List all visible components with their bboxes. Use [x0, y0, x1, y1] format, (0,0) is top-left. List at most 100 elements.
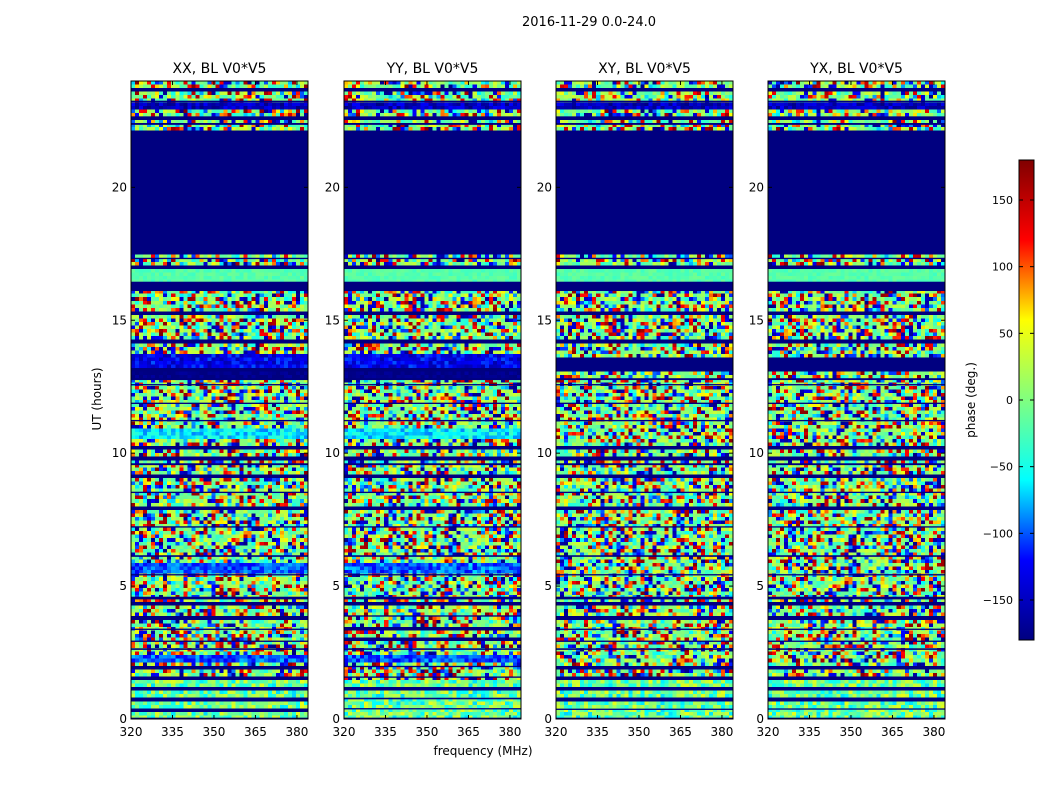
- flagged-segment: [131, 265, 308, 269]
- flagged-segment: [344, 457, 521, 459]
- flagged-segment: [556, 491, 733, 494]
- flagged-segment: [768, 491, 945, 494]
- x-tick-label: 365: [244, 725, 267, 739]
- flagged-segment: [556, 265, 733, 269]
- x-tick-label: 350: [416, 725, 439, 739]
- y-tick-label: 20: [325, 180, 340, 194]
- flagged-segment: [556, 463, 733, 466]
- flagged-segment: [131, 288, 308, 292]
- colorbar-tick-label: 150: [992, 194, 1013, 207]
- flagged-segment: [768, 640, 945, 642]
- flagged-segment: [768, 265, 945, 269]
- flagged-segment: [131, 457, 308, 459]
- x-tick-label: 320: [545, 725, 568, 739]
- flagged-segment: [344, 123, 521, 125]
- flagged-segment: [768, 667, 945, 669]
- colorbar-tick-label: −150: [983, 594, 1013, 607]
- flagged-segment: [131, 446, 308, 448]
- panel: XY, BL V0*V5 320 335 350 365 380 0 5 10 15 20: [537, 61, 734, 739]
- flagged-segment: [556, 281, 733, 286]
- flagged-segment: [556, 384, 733, 386]
- flagged-segment: [556, 475, 733, 478]
- flagged-segment: [768, 697, 945, 700]
- flagged-segment: [768, 340, 945, 342]
- flagged-segment: [556, 648, 733, 650]
- flagged-segment: [768, 717, 945, 719]
- flagged-segment: [344, 378, 521, 381]
- flagged-segment: [131, 475, 308, 478]
- flagged-segment: [344, 100, 521, 103]
- flagged-segment: [556, 677, 733, 680]
- y-tick-label: 5: [119, 579, 127, 593]
- flagged-segment: [131, 123, 308, 125]
- colorbar-tick-label: 0: [1006, 394, 1013, 407]
- flagged-segment: [344, 312, 521, 314]
- panel: XX, BL V0*V5 320 335 350 365 380 0 5 10 15 20: [112, 61, 309, 739]
- flagged-segment: [768, 288, 945, 292]
- flagged-segment: [768, 384, 945, 386]
- flagged-segment: [131, 100, 308, 103]
- flagged-segment: [344, 419, 521, 422]
- flagged-segment: [556, 628, 733, 630]
- flagged-segment: [768, 378, 945, 381]
- x-tick-label: 380: [922, 725, 945, 739]
- colorbar-gradient: [1019, 160, 1034, 640]
- flagged-segment: [131, 717, 308, 719]
- y-tick-label: 0: [119, 712, 127, 726]
- flagged-segment: [344, 596, 521, 600]
- figure-title: 2016-11-29 0.0-24.0: [522, 15, 656, 30]
- flagged-segment: [768, 131, 945, 254]
- x-tick-label: 335: [586, 725, 609, 739]
- flagged-segment: [131, 378, 308, 381]
- flagged-segment: [556, 717, 733, 719]
- flagged-segment: [131, 491, 308, 494]
- flagged-segment: [131, 419, 308, 422]
- y-tick-label: 0: [332, 712, 340, 726]
- panel-frame: [767, 80, 946, 720]
- flagged-segment: [768, 312, 945, 314]
- flagged-segment: [556, 131, 733, 254]
- y-tick-label: 10: [112, 446, 127, 460]
- flagged-segment: [768, 116, 945, 119]
- flagged-segment: [344, 574, 521, 576]
- flagged-segment: [768, 402, 945, 404]
- y-tick-label: 0: [756, 712, 764, 726]
- x-tick-label: 350: [203, 725, 226, 739]
- flagged-segment: [768, 281, 945, 286]
- flagged-segment: [768, 603, 945, 605]
- panel-frame: [130, 80, 309, 720]
- flagged-segment: [344, 637, 521, 640]
- x-tick-label: 380: [285, 725, 308, 739]
- y-tick-label: 10: [325, 446, 340, 460]
- flagged-segment: [556, 526, 733, 528]
- flagged-segment: [131, 603, 308, 605]
- flagged-segment: [131, 708, 308, 711]
- flagged-segment: [344, 615, 521, 617]
- flagged-segment: [344, 384, 521, 386]
- flagged-segment: [131, 368, 308, 371]
- flagged-segment: [768, 555, 945, 557]
- panel: YY, BL V0*V5 320 335 350 365 380 0 5 10 15 20: [325, 61, 522, 739]
- flagged-segment: [131, 463, 308, 466]
- colorbar-tick-label: −50: [990, 461, 1013, 474]
- flagged-segment: [131, 384, 308, 386]
- flagged-segment: [131, 677, 308, 680]
- flagged-segment: [344, 687, 521, 690]
- flagged-segment: [768, 475, 945, 478]
- flagged-segment: [768, 419, 945, 422]
- colorbar: −150 −100 −50 0 50 100 150 phase (deg.): [964, 159, 1035, 641]
- flagged-segment: [344, 402, 521, 404]
- flagged-segment: [131, 628, 308, 630]
- y-tick-label: 15: [749, 313, 764, 327]
- flagged-segment: [131, 340, 308, 342]
- flagged-segment: [344, 697, 521, 700]
- flagged-segment: [344, 507, 521, 509]
- flagged-segment: [556, 419, 733, 422]
- x-tick-label: 335: [798, 725, 821, 739]
- flagged-segment: [344, 116, 521, 119]
- flagged-segment: [556, 574, 733, 576]
- flagged-segment: [344, 463, 521, 466]
- colorbar-label: phase (deg.): [964, 362, 978, 438]
- colorbar-tick-label: 50: [999, 327, 1013, 340]
